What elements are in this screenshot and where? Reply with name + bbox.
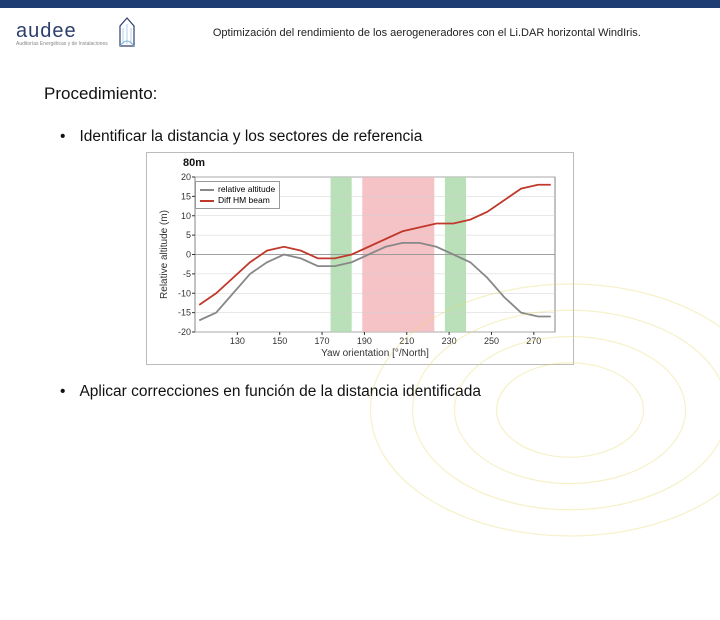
chart-title: 80m (183, 157, 205, 169)
svg-text:5: 5 (186, 230, 191, 240)
svg-text:-15: -15 (178, 308, 191, 318)
top-accent-bar (0, 0, 720, 8)
legend-label-1: relative altitude (218, 184, 275, 195)
svg-text:0: 0 (186, 250, 191, 260)
svg-text:Relative altitude (m): Relative altitude (m) (159, 210, 170, 299)
chart-legend: relative altitude Diff HM beam (195, 181, 280, 209)
legend-label-2: Diff HM beam (218, 195, 270, 206)
svg-text:150: 150 (272, 336, 287, 346)
svg-text:20: 20 (181, 172, 191, 182)
header: audee Auditorías Energéticas y de Instal… (0, 8, 720, 54)
svg-text:Yaw orientation [°/North]: Yaw orientation [°/North] (321, 348, 429, 359)
logo-text: audee (16, 20, 108, 43)
svg-text:230: 230 (442, 336, 457, 346)
svg-text:190: 190 (357, 336, 372, 346)
svg-text:170: 170 (315, 336, 330, 346)
legend-item-2: Diff HM beam (200, 195, 275, 206)
bullet-dot-icon: • (60, 128, 65, 145)
svg-text:130: 130 (230, 336, 245, 346)
svg-text:15: 15 (181, 191, 191, 201)
svg-text:-20: -20 (178, 327, 191, 337)
legend-item-1: relative altitude (200, 184, 275, 195)
svg-text:-5: -5 (183, 269, 191, 279)
svg-text:10: 10 (181, 211, 191, 221)
page-subtitle: Optimización del rendimiento de los aero… (160, 27, 704, 39)
logo: audee Auditorías Energéticas y de Instal… (16, 16, 140, 50)
chart-container: 80m relative altitude Diff HM beam -20 -1… (44, 152, 676, 365)
logo-tagline: Auditorías Energéticas y de Instalacione… (16, 41, 108, 47)
logo-building-icon (114, 16, 140, 50)
bullet-1: • Identificar la distancia y los sectores… (60, 128, 676, 146)
legend-swatch-2 (200, 200, 214, 202)
bullet-dot-icon: • (60, 383, 65, 400)
bullet-2-text: Aplicar correcciones en función de la di… (79, 383, 481, 400)
svg-text:250: 250 (484, 336, 499, 346)
content: Procedimiento: • Identificar la distancia… (0, 54, 720, 417)
bullet-2: • Aplicar correcciones en función de la d… (60, 383, 676, 401)
bullet-1-text: Identificar la distancia y los sectores … (79, 128, 422, 145)
legend-swatch-1 (200, 189, 214, 191)
svg-text:210: 210 (399, 336, 414, 346)
section-title: Procedimiento: (44, 84, 676, 104)
chart-box: 80m relative altitude Diff HM beam -20 -1… (146, 152, 574, 365)
svg-text:-10: -10 (178, 288, 191, 298)
svg-text:270: 270 (526, 336, 541, 346)
